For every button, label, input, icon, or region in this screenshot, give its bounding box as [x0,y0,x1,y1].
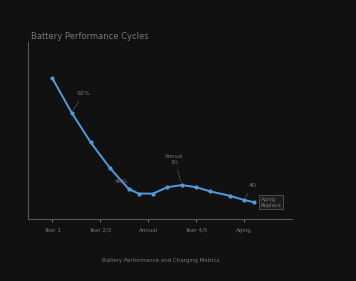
Text: Aging
Replace: Aging Replace [261,197,282,207]
Text: 92%: 92% [73,92,90,110]
Text: Battery Performance Cycles: Battery Performance Cycles [31,31,149,40]
Text: Battery Performance and Charging Metrics: Battery Performance and Charging Metrics [101,258,219,263]
Text: Annual
3%: Annual 3% [165,154,184,182]
Text: 40: 40 [246,183,257,198]
Text: 46%: 46% [115,179,136,192]
